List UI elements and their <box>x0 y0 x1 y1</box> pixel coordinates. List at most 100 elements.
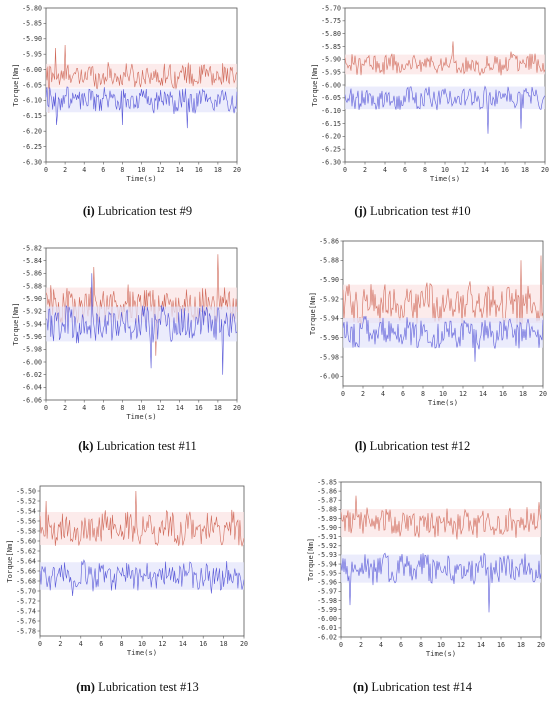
series-line-blue <box>39 559 245 597</box>
x-tick-label: 16 <box>499 390 507 398</box>
x-axis-label: Time(s) <box>126 412 156 421</box>
y-tick-label: -6.02 <box>317 633 337 641</box>
x-tick-label: 12 <box>457 641 465 649</box>
y-tick-label: -6.25 <box>321 145 341 153</box>
x-axis-label: Time(s) <box>426 649 456 658</box>
y-tick-label: -5.70 <box>321 4 341 12</box>
x-tick-label: 2 <box>63 404 67 412</box>
y-tick-label: -6.20 <box>22 128 42 136</box>
y-tick-label: -5.96 <box>319 334 339 342</box>
x-tick-label: 12 <box>157 404 165 412</box>
y-tick-label: -5.96 <box>22 333 42 341</box>
series-band-red <box>343 284 543 323</box>
y-axis-label: Torque[Nm] <box>306 538 315 581</box>
y-tick-label: -6.05 <box>22 81 42 89</box>
chart-svg-l: 0 2 4 6 8 10 12 14 16 18 20 -5.86 -5.88 -5.90 -5.92 -5.… <box>308 237 547 407</box>
y-tick-label: -6.15 <box>321 120 341 128</box>
chart-panel-j: 0 2 4 6 8 10 12 14 16 18 20 -5.70 -5.75 -5.80 -5.85 -5.… <box>275 0 550 234</box>
caption-m: (m) Lubrication test #13 <box>76 680 199 694</box>
x-tick-label: 2 <box>63 166 67 174</box>
x-tick-label: 16 <box>195 404 203 412</box>
y-tick-label: -5.92 <box>319 295 339 303</box>
x-tick-label: 20 <box>541 166 549 174</box>
x-tick-label: 14 <box>176 166 184 174</box>
x-tick-label: 20 <box>233 404 241 412</box>
x-tick-label: 16 <box>199 640 207 648</box>
chart-panel-n: 0 2 4 6 8 10 12 14 16 18 20 -5.85 -5.86 -5.87 -5.88 -5.… <box>275 472 550 703</box>
y-tick-label: -5.86 <box>317 487 337 495</box>
x-axis-label: Time(s) <box>127 648 157 657</box>
y-tick-label: -5.64 <box>16 557 36 565</box>
x-tick-label: 0 <box>44 404 48 412</box>
y-tick-label: -6.10 <box>321 107 341 115</box>
y-tick-label: -5.94 <box>317 560 337 568</box>
x-tick-label: 12 <box>461 166 469 174</box>
x-tick-label: 0 <box>38 640 42 648</box>
y-axis-label: Torque[Nm] <box>308 292 317 335</box>
x-tick-label: 0 <box>339 641 343 649</box>
x-tick-label: 10 <box>138 640 146 648</box>
y-tick-label: -5.99 <box>317 606 337 614</box>
x-tick-label: 0 <box>343 166 347 174</box>
series-line-blue <box>340 552 542 613</box>
chart-panel-m: 0 2 4 6 8 10 12 14 16 18 20 -5.50 -5.52 -5.54 -5.56 -5.… <box>0 472 275 703</box>
y-axis-label: Torque[Nm] <box>11 302 20 345</box>
x-tick-label: 4 <box>381 390 385 398</box>
y-axis-label: Torque[Nm] <box>11 63 20 106</box>
chart-svg-m: 0 2 4 6 8 10 12 14 16 18 20 -5.50 -5.52 -5.54 -5.56 -5.… <box>5 485 248 657</box>
y-tick-label: -5.90 <box>317 524 337 532</box>
x-tick-label: 6 <box>399 641 403 649</box>
x-tick-label: 12 <box>459 390 467 398</box>
y-tick-label: -5.60 <box>16 537 36 545</box>
x-tick-label: 12 <box>158 640 166 648</box>
series-line-red <box>39 490 245 547</box>
chart-svg-i: 0 2 4 6 8 10 12 14 16 18 20 -5.80 -5.85 -5.90 -5.95 -6.… <box>11 4 241 183</box>
y-tick-label: -5.52 <box>16 497 36 505</box>
chart-svg-n: 0 2 4 6 8 10 12 14 16 18 20-5.85-5.86-5.87-5.88-5.… <box>306 478 545 658</box>
x-tick-label: 18 <box>214 404 222 412</box>
y-tick-label: -5.85 <box>321 43 341 51</box>
y-tick-label: -5.98 <box>317 597 337 605</box>
y-tick-label: -5.90 <box>321 56 341 64</box>
caption-l: (l) Lubrication test #12 <box>354 439 471 453</box>
y-tick-label: -6.01 <box>317 624 337 632</box>
y-tick-label: -6.00 <box>321 81 341 89</box>
x-tick-label: 4 <box>82 404 86 412</box>
y-tick-label: -5.92 <box>317 542 337 550</box>
y-tick-label: -5.94 <box>319 315 339 323</box>
x-tick-label: 18 <box>519 390 527 398</box>
y-tick-label: -5.95 <box>22 51 42 59</box>
x-tick-label: 0 <box>44 166 48 174</box>
y-tick-label: -5.88 <box>319 257 339 265</box>
y-tick-label: -5.90 <box>22 295 42 303</box>
y-tick-label: -5.91 <box>317 533 337 541</box>
y-tick-label: -6.15 <box>22 112 42 120</box>
y-tick-label: -6.30 <box>22 158 42 166</box>
y-tick-label: -5.58 <box>16 527 36 535</box>
x-tick-label: 18 <box>214 166 222 174</box>
x-tick-label: 2 <box>363 166 367 174</box>
x-tick-label: 10 <box>439 390 447 398</box>
y-tick-label: -5.98 <box>319 353 339 361</box>
y-tick-label: -5.86 <box>319 237 339 245</box>
x-tick-label: 14 <box>481 166 489 174</box>
x-tick-label: 16 <box>195 166 203 174</box>
x-tick-label: 2 <box>58 640 62 648</box>
series-line-blue <box>344 85 546 134</box>
x-tick-label: 10 <box>441 166 449 174</box>
x-axis-label: Time(s) <box>126 174 156 183</box>
y-tick-label: -5.97 <box>317 588 337 596</box>
y-tick-label: -5.90 <box>22 35 42 43</box>
chart-svg-k: 0 2 4 6 8 10 12 14 16 18 20 -5.82 -5.84 -5.86 -5.88 -5.… <box>11 244 241 421</box>
y-tick-label: -5.62 <box>16 547 36 555</box>
x-tick-label: 4 <box>383 166 387 174</box>
y-tick-label: -5.95 <box>317 569 337 577</box>
x-tick-label: 20 <box>537 641 545 649</box>
y-tick-label: -6.00 <box>22 358 42 366</box>
x-tick-label: 10 <box>138 166 146 174</box>
series-band-blue <box>341 554 541 583</box>
series-line-blue <box>45 273 238 375</box>
y-tick-label: -5.93 <box>317 551 337 559</box>
x-tick-label: 4 <box>79 640 83 648</box>
y-tick-label: -5.96 <box>317 579 337 587</box>
